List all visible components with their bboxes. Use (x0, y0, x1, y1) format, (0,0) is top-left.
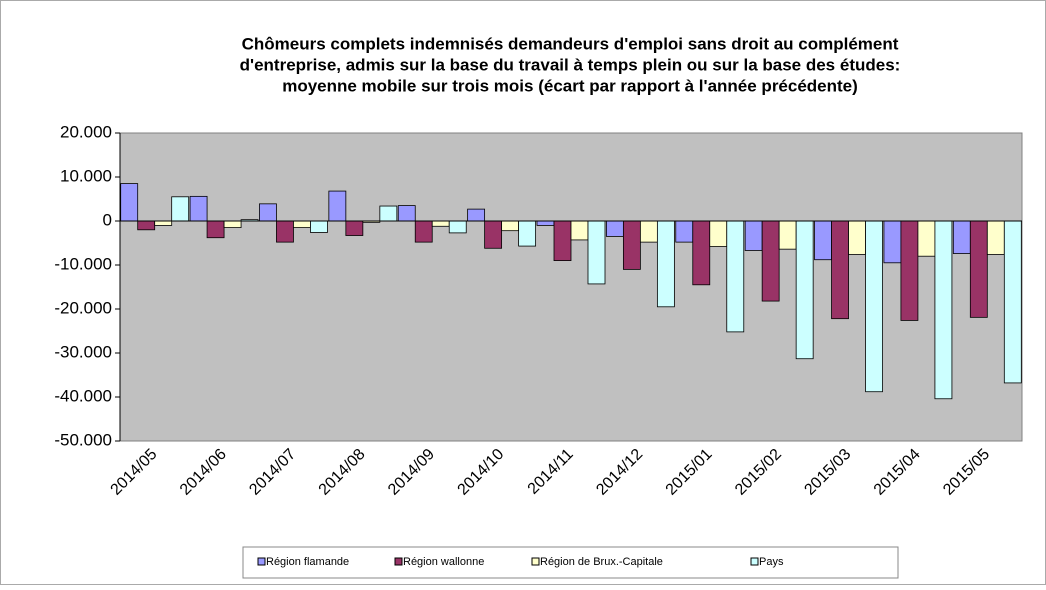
y-tick-label: 0 (103, 210, 112, 229)
bar (795, 220, 814, 360)
bar (448, 220, 467, 234)
bar (744, 220, 763, 251)
bar (917, 220, 936, 257)
bar (553, 220, 572, 261)
bar (709, 220, 728, 247)
legend-label: Région wallonne (403, 556, 484, 568)
legend-swatch (257, 557, 266, 566)
bar (276, 220, 294, 243)
bar (484, 220, 503, 249)
bar (675, 220, 694, 243)
bar (328, 190, 347, 222)
bar (692, 220, 711, 286)
bar (189, 195, 208, 222)
bar (501, 220, 520, 232)
bar (206, 220, 225, 239)
bar (656, 220, 675, 308)
bar (259, 203, 277, 222)
bar (379, 205, 398, 222)
legend-label: Région flamande (266, 556, 349, 568)
legend-swatch (531, 557, 540, 566)
bar (345, 220, 364, 236)
chart-title: d'entreprise, admis sur la base du trava… (240, 55, 901, 74)
y-tick-label: -50.000 (54, 430, 112, 449)
bar (986, 220, 1005, 255)
bar (883, 220, 902, 264)
bar (952, 220, 971, 254)
bar (414, 220, 433, 243)
legend-box (242, 546, 899, 579)
bar (639, 220, 658, 243)
y-tick-label: 10.000 (60, 166, 112, 185)
bar (310, 220, 328, 233)
bar (154, 220, 173, 226)
bar (969, 220, 988, 318)
legend-label: Pays (759, 556, 784, 568)
bar (518, 220, 537, 247)
plot-area (119, 132, 1023, 442)
bar (900, 220, 919, 321)
bar (431, 220, 450, 227)
y-tick-label: -40.000 (54, 386, 112, 405)
bar (605, 220, 624, 237)
bar (778, 220, 797, 250)
bar (831, 220, 849, 320)
bar (865, 220, 883, 393)
bar (622, 220, 641, 270)
bar (171, 196, 190, 222)
bar (570, 220, 589, 241)
bar (467, 208, 486, 222)
legend-swatch (750, 557, 759, 566)
bar (397, 205, 416, 222)
bar (761, 220, 780, 302)
bar (814, 220, 832, 261)
bar (293, 220, 311, 228)
chart-title: Chômeurs complets indemnisés demandeurs … (242, 34, 899, 53)
y-tick-label: 20.000 (60, 122, 112, 141)
legend-label: Région de Brux.-Capitale (540, 556, 663, 568)
bar (536, 220, 555, 226)
bar (848, 220, 866, 255)
y-tick-label: -20.000 (54, 298, 112, 317)
legend-swatch (394, 557, 403, 566)
y-tick-label: -30.000 (54, 342, 112, 361)
bar (587, 220, 606, 285)
chart-title: moyenne mobile sur trois mois (écart par… (282, 76, 858, 95)
bar (120, 183, 139, 222)
bar (223, 220, 242, 228)
bar (934, 220, 953, 400)
bar (137, 220, 156, 231)
bar (1003, 220, 1022, 384)
bar (726, 220, 745, 333)
y-tick-label: -10.000 (54, 254, 112, 273)
